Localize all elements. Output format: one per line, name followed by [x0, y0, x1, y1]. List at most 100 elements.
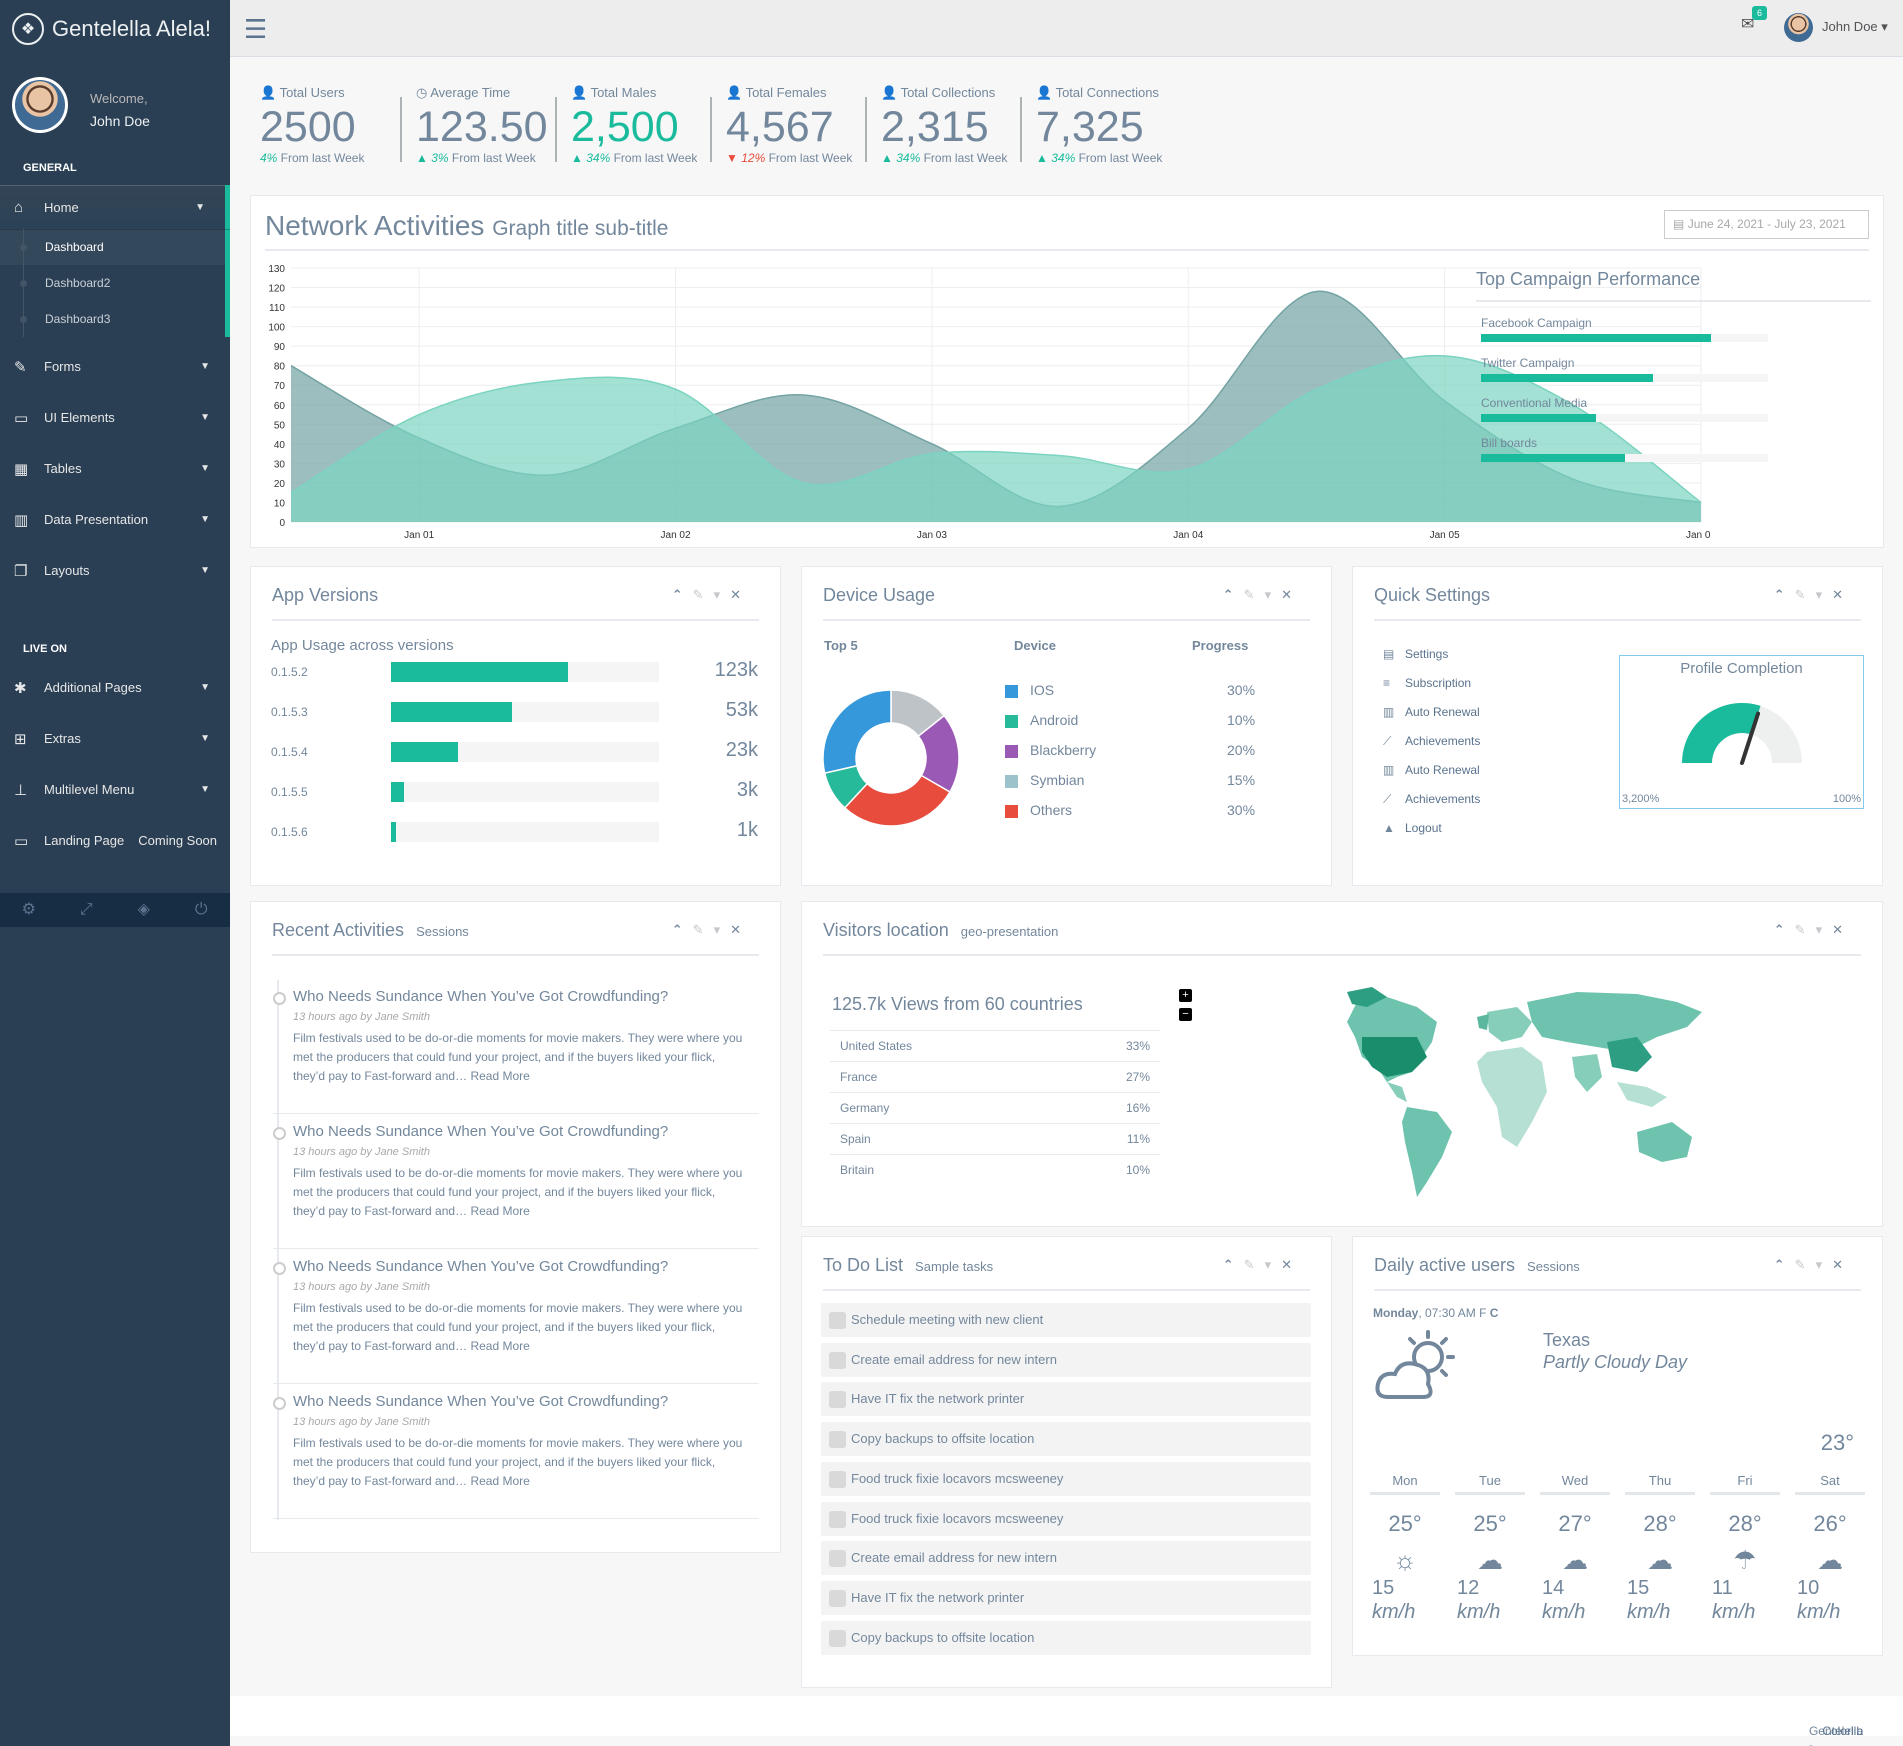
todo-item[interactable]: Create email address for new intern [821, 1342, 1311, 1377]
chevron-down-icon: ▼ [200, 733, 210, 744]
sidebar-item-extras[interactable]: ⊞ Extras ▼ [0, 713, 230, 764]
version-count: 123k [714, 659, 758, 681]
panel-toolbox[interactable]: ⌃✎▾✕ [671, 587, 751, 602]
sidebar-footer: ⚙ ⤢ ◈ ⏻ [0, 893, 230, 927]
y-tick-label: 10 [274, 498, 286, 509]
read-more-link[interactable]: Read More [470, 1069, 530, 1083]
coming-soon-label: Coming Soon [138, 833, 218, 848]
campaign-bar [1481, 334, 1768, 342]
timeline-title[interactable]: Who Needs Sundance When You’ve Got Crowd… [293, 988, 669, 1005]
tile-count: 7,325 [1036, 103, 1144, 151]
sidebar-item-label: Forms [44, 359, 81, 374]
envelope-icon[interactable]: ✉ [1741, 16, 1755, 33]
sidebar-item-tables[interactable]: ▦ Tables ▼ [0, 443, 230, 494]
gauge-max: 100% [1832, 793, 1861, 805]
sidebar-item-home[interactable]: ⌂ Home ▼ [0, 185, 230, 229]
quick-settings-item[interactable]: ▥ Auto Renewal [1383, 705, 1480, 719]
top-nav: ☰ ✉ 6 John Doe ▾ [230, 0, 1903, 57]
read-more-link[interactable]: Read More [470, 1204, 530, 1218]
todo-item[interactable]: Have IT fix the network printer [821, 1382, 1311, 1417]
sort-desc-icon: ▼ [726, 151, 742, 165]
chevron-down-icon: ▼ [200, 682, 210, 693]
visitors-location-panel: Visitors location geo-presentation ⌃✎▾✕ 1… [801, 901, 1883, 1227]
panel-title: Device Usage [823, 585, 936, 605]
country-name: Germany [840, 1101, 890, 1115]
timeline-item: Who Needs Sundance When You’ve Got Crowd… [273, 1258, 759, 1384]
panel-toolbox[interactable]: ⌃✎▾✕ [671, 922, 751, 937]
sidebar-item-dashboard3[interactable]: Dashboard3 [0, 301, 225, 337]
quick-settings-item[interactable]: ▲ Logout [1383, 821, 1442, 835]
todo-item[interactable]: Copy backups to offsite location [821, 1422, 1311, 1457]
user-avatar[interactable] [1784, 13, 1813, 42]
version-bar [391, 662, 659, 682]
timeline-title[interactable]: Who Needs Sundance When You’ve Got Crowd… [293, 1123, 669, 1140]
sidebar-item-dashboard2[interactable]: Dashboard2 [0, 265, 225, 301]
timeline-title[interactable]: Who Needs Sundance When You’ve Got Crowd… [293, 1393, 669, 1410]
doughnut-slice [822, 689, 892, 775]
sidebar-item-data-presentation[interactable]: ▥ Data Presentation ▼ [0, 494, 230, 545]
eye-slash-icon[interactable]: ◈ [137, 901, 150, 918]
brand[interactable]: ❖ Gentelella Alela! [0, 0, 230, 57]
power-icon[interactable]: ⏻ [194, 901, 208, 918]
weekday: Mon [1370, 1473, 1440, 1495]
todo-item[interactable]: Copy backups to offsite location [821, 1620, 1311, 1655]
device-pct: 20% [1227, 742, 1256, 758]
sidebar-item-dashboard[interactable]: Dashboard [0, 229, 225, 265]
visitors-row: Britain 10% [830, 1154, 1160, 1185]
device-doughnut [822, 689, 960, 827]
user-icon: 👤 [1036, 85, 1053, 100]
version-label: 0.1.5.4 [271, 745, 308, 759]
device-usage-panel: Device Usage ⌃✎▾✕ Top 5 Device Progress … [801, 566, 1332, 886]
zoom-out-button[interactable]: − [1179, 1008, 1192, 1021]
calendar-icon: ▤ [1383, 647, 1395, 661]
read-more-link[interactable]: Read More [470, 1339, 530, 1353]
sidebar-item-ui-elements[interactable]: ▭ UI Elements ▼ [0, 392, 230, 443]
panel-toolbox[interactable]: ⌃✎▾✕ [1773, 922, 1853, 937]
clone-icon: ❐ [14, 562, 28, 580]
todo-item[interactable]: Create email address for new intern [821, 1541, 1311, 1576]
zoom-in-button[interactable]: + [1179, 989, 1192, 1002]
y-tick-label: 70 [274, 381, 286, 392]
todo-item[interactable]: Food truck fixie locavors mcsweeney [821, 1461, 1311, 1496]
sidebar-item-layouts[interactable]: ❐ Layouts ▼ [0, 545, 230, 596]
chevron-down-icon: ▼ [200, 412, 210, 423]
user-menu[interactable]: John Doe ▾ [1822, 19, 1888, 34]
sidebar-item-multilevel-menu[interactable]: ⊥ Multilevel Menu ▼ [0, 764, 230, 815]
sidebar-item-landing-page[interactable]: ▭ Landing Page Coming Soon [0, 815, 230, 866]
colorlib-link[interactable]: Colorlib [1822, 1724, 1863, 1738]
todo-item[interactable]: Food truck fixie locavors mcsweeney [821, 1501, 1311, 1536]
panel-toolbox[interactable]: ⌃✎▾✕ [1773, 587, 1853, 602]
campaign-bar-fill [1481, 414, 1596, 422]
timeline-dot [273, 1397, 286, 1410]
chevron-down-icon: ▼ [200, 565, 210, 576]
series-line [290, 354, 1702, 504]
todo-item[interactable]: Schedule meeting with new client [821, 1303, 1311, 1337]
date-range-picker[interactable]: ▤ June 24, 2021 - July 23, 2021 [1664, 210, 1869, 239]
sort-asc-icon: ▲ [571, 151, 587, 165]
campaign-label: Conventional Media [1481, 396, 1588, 410]
quick-settings-item[interactable]: ▥ Auto Renewal [1383, 763, 1480, 777]
panel-toolbox[interactable]: ⌃✎▾✕ [1222, 1257, 1302, 1272]
profile-name: John Doe [90, 113, 150, 129]
quick-settings-item[interactable]: ⟋ Achievements [1383, 792, 1481, 806]
read-more-link[interactable]: Read More [470, 1474, 530, 1488]
quick-settings-item[interactable]: ▤ Settings [1383, 647, 1449, 661]
panel-toolbox[interactable]: ⌃✎▾✕ [1773, 1257, 1853, 1272]
tile-count: 2,315 [881, 103, 989, 151]
sidebar-item-additional-pages[interactable]: ✱ Additional Pages ▼ [0, 662, 230, 713]
timeline-title[interactable]: Who Needs Sundance When You’ve Got Crowd… [293, 1258, 669, 1275]
bars-icon: ≡ [1383, 676, 1391, 690]
fullscreen-icon[interactable]: ⤢ [79, 901, 93, 918]
y-tick-label: 20 [274, 479, 286, 490]
tile-total-users: 👤 Total Users 2500 4% From last Week [260, 85, 410, 175]
user-icon: 👤 [571, 85, 588, 100]
menu-toggle-icon[interactable]: ☰ [244, 14, 268, 44]
sidebar-item-forms[interactable]: ✎ Forms ▼ [0, 341, 230, 392]
sidebar-item-label: Tables [44, 461, 82, 476]
settings-icon[interactable]: ⚙ [21, 901, 36, 918]
gauge-needle [1739, 711, 1760, 765]
panel-toolbox[interactable]: ⌃✎▾✕ [1222, 587, 1302, 602]
todo-item[interactable]: Have IT fix the network printer [821, 1580, 1311, 1615]
quick-settings-item[interactable]: ≡ Subscription [1383, 676, 1472, 690]
quick-settings-item[interactable]: ⟋ Achievements [1383, 734, 1481, 748]
